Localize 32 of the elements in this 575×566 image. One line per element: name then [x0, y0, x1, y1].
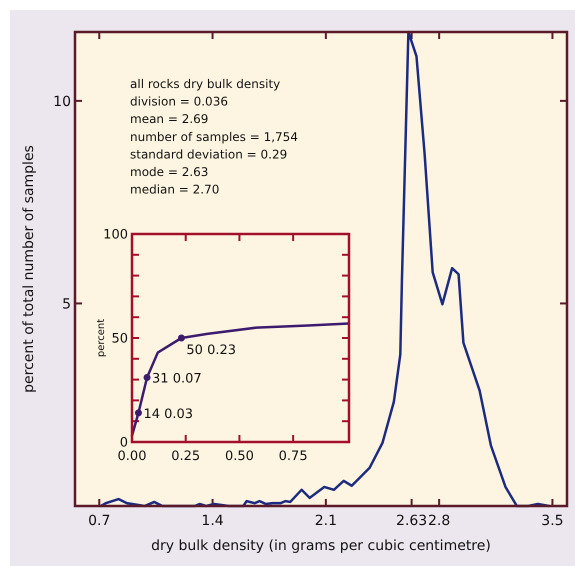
- x-tick-label: 3.5: [541, 513, 564, 529]
- data-label: 50 0.23: [186, 343, 236, 358]
- y-axis-title: percent: [96, 318, 107, 358]
- annotation: mode = 2.63: [130, 165, 208, 179]
- point: [134, 409, 142, 416]
- x-tick-label: 0.7: [88, 513, 110, 529]
- annotation: median = 2.70: [130, 182, 220, 197]
- y-tick-label: 100: [103, 228, 128, 243]
- x-tick-label: 0.00: [118, 449, 146, 464]
- x-tick-label: 0.25: [171, 449, 200, 464]
- annotation: division = 0.036: [130, 94, 228, 109]
- x-axis-title: dry bulk density (in grams per cubic centimetre): [151, 538, 491, 554]
- data-label: 31 0.07: [152, 372, 202, 387]
- x-tick-label: 2.8: [428, 513, 450, 529]
- x-tick-label: 1.4: [201, 513, 224, 529]
- y-axis-title: percent of total number of samples: [21, 145, 37, 393]
- annotation: number of samples = 1,754: [130, 130, 298, 144]
- data-label: 14 0.03: [143, 406, 194, 422]
- y-tick-label: 5: [62, 296, 71, 312]
- y-tick-label: 10: [53, 94, 71, 110]
- y-tick-label: 0: [120, 436, 128, 451]
- x-tick-label: 2.1: [314, 513, 337, 529]
- x-tick-label: 0.50: [224, 449, 254, 464]
- annotation: all rocks dry bulk density: [130, 77, 280, 91]
- x-tick-label: 2.63: [396, 513, 428, 529]
- line-series: [130, 322, 350, 438]
- y-tick-label: 50: [111, 332, 128, 347]
- annotation: standard deviation = 0.29: [130, 147, 288, 162]
- annotation: mean = 2.69: [130, 112, 208, 126]
- point: [144, 374, 151, 382]
- point: [178, 334, 185, 342]
- x-tick-label: 0.75: [278, 449, 308, 464]
